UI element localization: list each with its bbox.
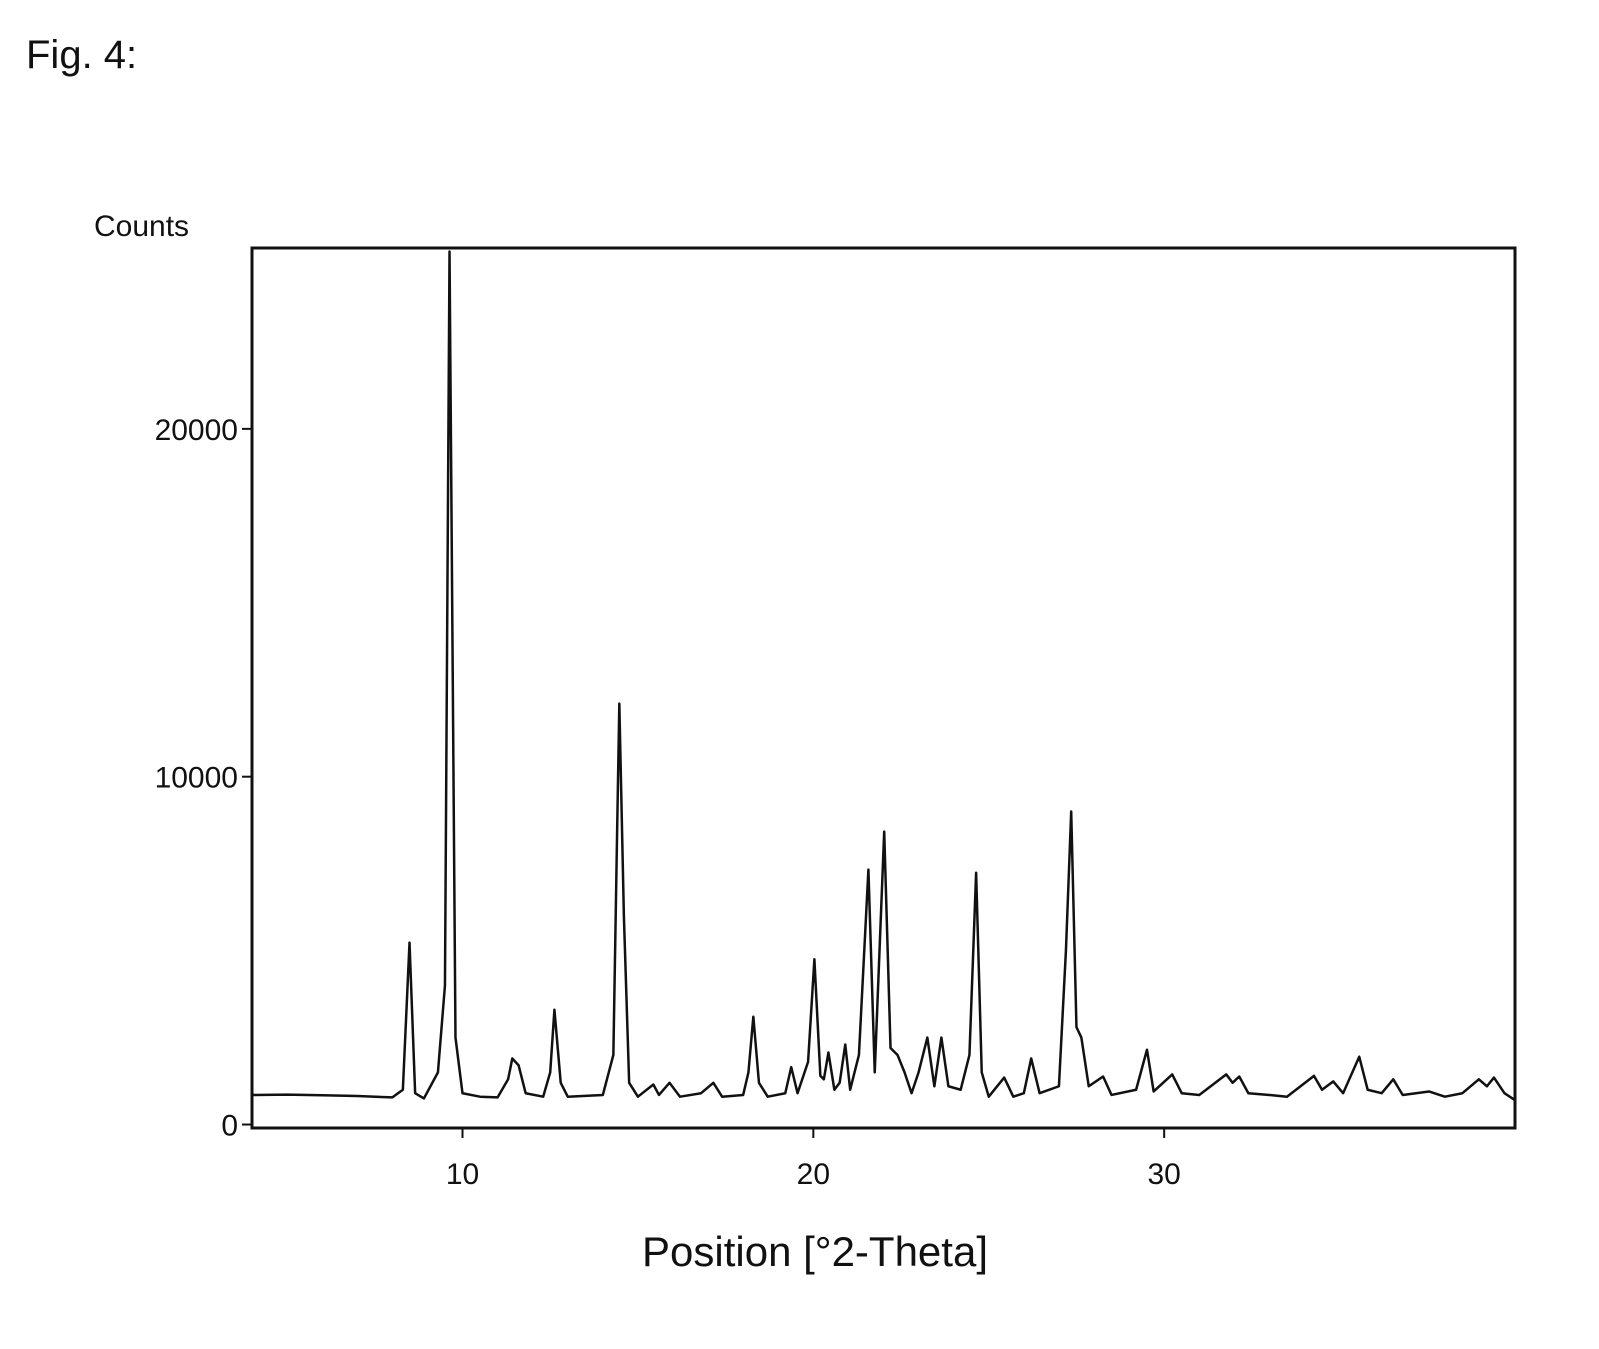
x-axis-label: Position [°2-Theta]	[642, 1228, 988, 1275]
x-tick-label: 10	[446, 1158, 479, 1191]
x-tick-label: 30	[1147, 1158, 1180, 1191]
figure-label: Fig. 4:	[26, 33, 137, 77]
y-axis-label: Counts	[94, 210, 189, 243]
xrd-pattern	[252, 251, 1515, 1100]
plot-frame	[252, 248, 1515, 1128]
y-tick-label: 10000	[155, 762, 238, 795]
x-tick-label: 20	[797, 1158, 830, 1191]
chart: Fig. 4: Counts Position [°2-Theta] 0 1000…	[0, 0, 1599, 1349]
y-tick-label: 20000	[155, 414, 238, 447]
y-tick-label: 0	[221, 1110, 238, 1143]
